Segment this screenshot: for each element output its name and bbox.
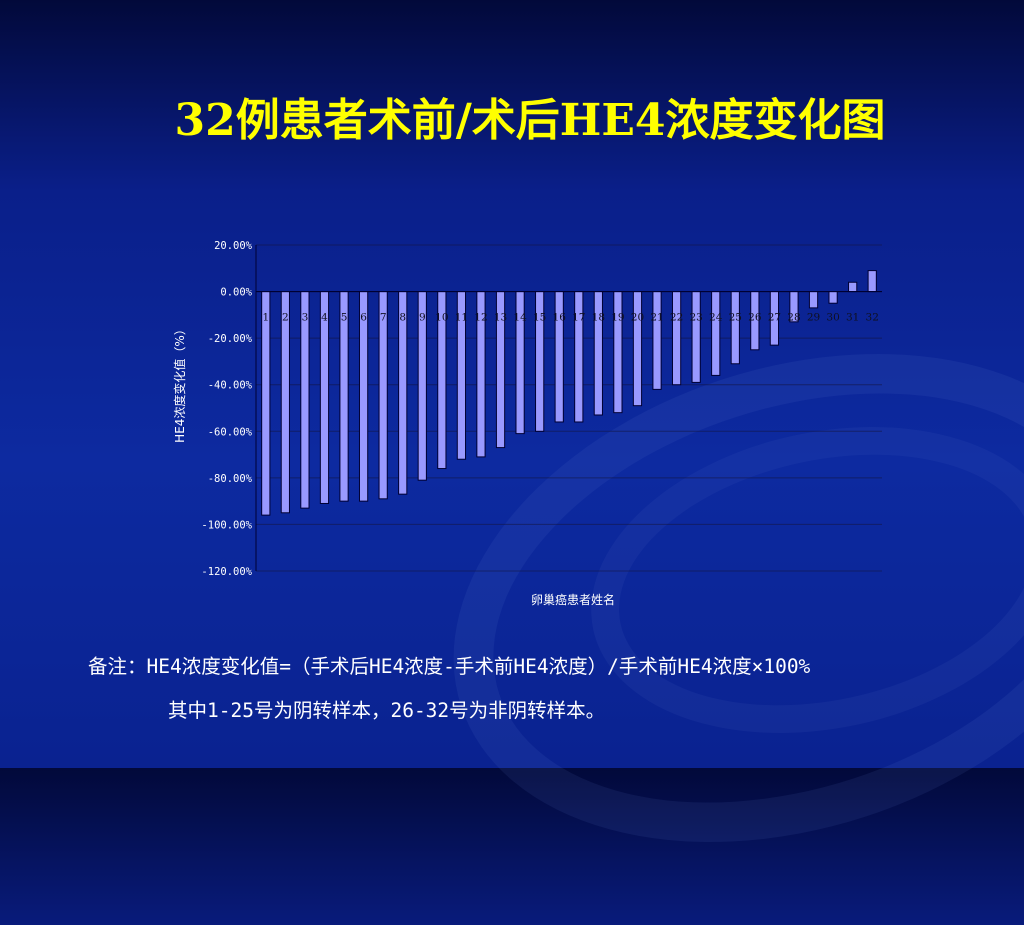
x-axis-title: 卵巢癌患者姓名	[531, 592, 615, 607]
x-category-label: 29	[807, 312, 820, 324]
bar-20	[632, 291, 643, 407]
y-tick-label: -120.00%	[201, 566, 252, 578]
x-category-label: 4	[321, 312, 328, 324]
bar-19	[613, 291, 623, 414]
x-category-label: 16	[553, 312, 567, 324]
x-category-label: 28	[787, 312, 800, 324]
x-category-label: 5	[341, 312, 348, 324]
y-axis-title: HE4浓度变化值（%）	[172, 323, 187, 443]
x-category-label: 14	[513, 312, 527, 324]
x-category-label: 2	[282, 312, 289, 324]
bar-22	[671, 291, 682, 386]
x-category-label: 27	[768, 312, 781, 324]
bar-3	[300, 291, 310, 509]
x-category-label: 11	[455, 312, 468, 324]
x-category-label: 1	[262, 312, 269, 324]
bar-29	[808, 291, 819, 309]
y-tick-label: -20.00%	[208, 333, 253, 345]
x-category-label: 23	[689, 312, 702, 324]
x-category-label: 8	[399, 312, 406, 324]
y-tick-label: -100.00%	[201, 519, 252, 531]
x-category-label: 19	[611, 312, 624, 324]
x-category-label: 31	[846, 312, 859, 324]
slide-title: 32例患者术前/术后HE4浓度变化图	[174, 95, 886, 146]
bar-25	[730, 291, 740, 365]
y-tick-label: -80.00%	[208, 473, 253, 485]
bar-30	[828, 291, 838, 304]
y-tick-label: 0.00%	[220, 287, 252, 299]
x-category-label: 24	[709, 312, 723, 324]
x-category-label: 32	[866, 312, 879, 324]
y-tick-label: -60.00%	[208, 426, 253, 438]
x-category-label: 30	[826, 312, 839, 324]
x-category-label: 18	[592, 312, 605, 324]
x-category-label: 3	[302, 312, 309, 324]
y-tick-label: -40.00%	[208, 380, 253, 392]
x-category-label: 21	[650, 312, 663, 324]
x-category-label: 25	[729, 312, 742, 324]
bar-24	[711, 291, 721, 376]
x-category-label: 6	[360, 312, 367, 324]
x-category-label: 7	[380, 312, 387, 324]
chart-svg: 20.00% 0.00% -20.00% -40.00% -60.00% -80.00% -…	[172, 240, 882, 607]
bar-1	[261, 291, 271, 516]
bar-31	[848, 281, 858, 293]
x-category-label: 10	[435, 312, 448, 324]
x-category-label: 17	[572, 312, 585, 324]
note-sample-info: 其中1-25号为阴转样本，26-32号为非阴转样本。	[168, 699, 606, 722]
x-category-label: 12	[474, 312, 487, 324]
x-category-label: 13	[494, 312, 507, 324]
x-category-label: 9	[419, 312, 426, 324]
x-category-label: 15	[533, 312, 546, 324]
x-category-label: 22	[670, 312, 683, 324]
bar-chart: 20.00% 0.00% -20.00% -40.00% -60.00% -80.00% -…	[160, 230, 900, 620]
bar-18	[593, 291, 603, 416]
x-category-label: 26	[748, 312, 762, 324]
bar-2	[280, 291, 290, 514]
note-formula: 备注：HE4浓度变化值=（手术后HE4浓度-手术前HE4浓度）/手术前HE4浓度…	[88, 655, 811, 678]
y-tick-label: 20.00%	[214, 240, 253, 252]
bar-32	[867, 270, 877, 293]
bar-21	[652, 291, 662, 390]
bar-23	[691, 291, 701, 383]
x-category-label: 20	[631, 312, 644, 324]
